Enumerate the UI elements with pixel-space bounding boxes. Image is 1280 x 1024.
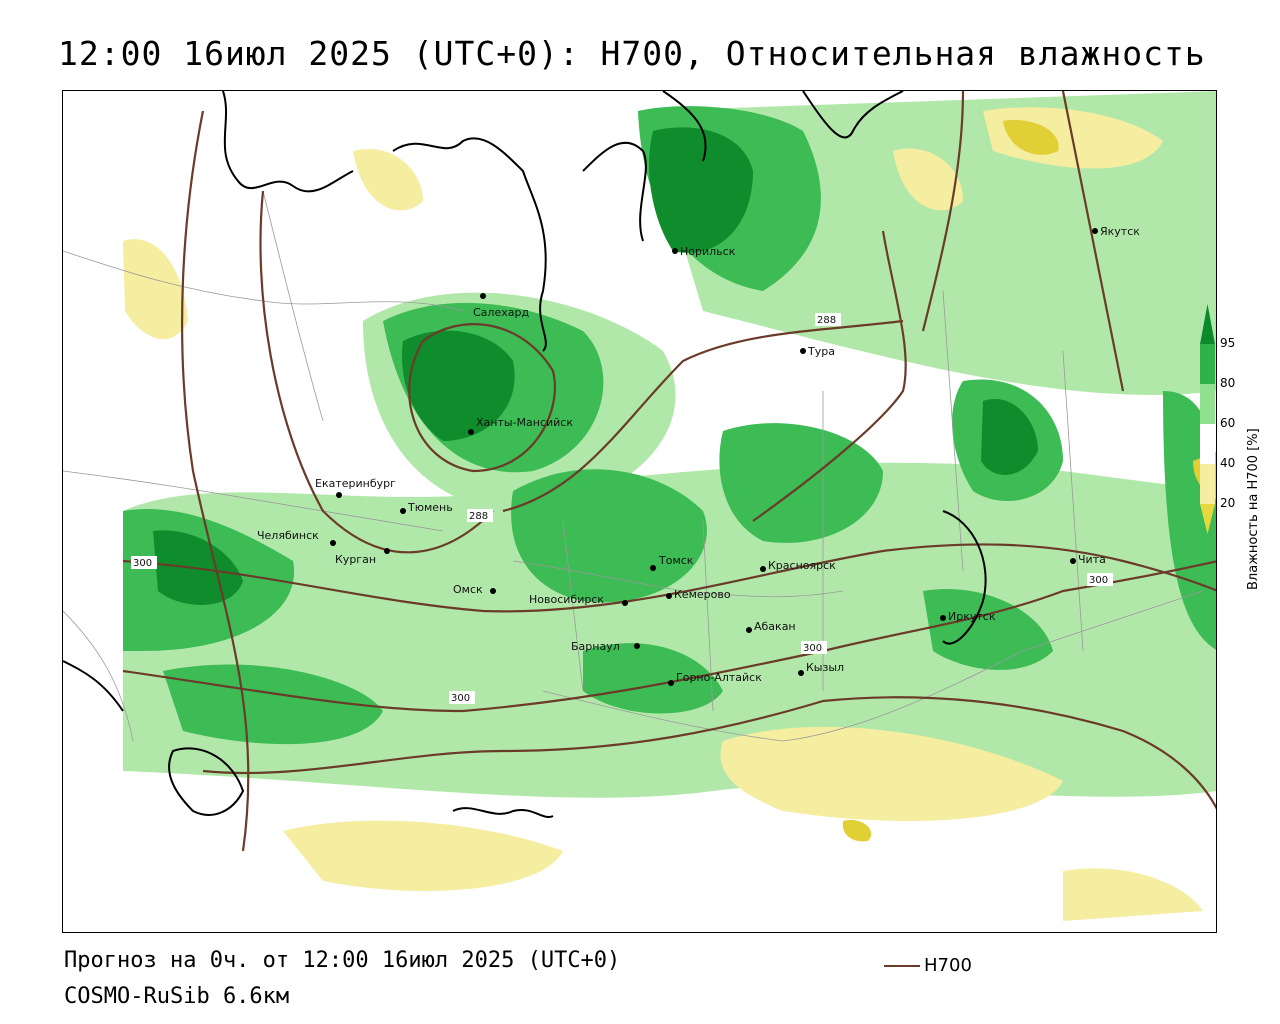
svg-text:Чита: Чита [1078,553,1106,566]
svg-text:Новосибирск: Новосибирск [529,593,604,606]
isoline-label: 300 [449,691,475,704]
humidity-map: Норильск Якутск Салехард Тура Ханты-Манс… [63,91,1216,932]
svg-text:300: 300 [1089,575,1108,586]
svg-text:Омск: Омск [453,583,483,596]
humidity-legend: 95 80 60 40 20 [1198,300,1278,600]
city-omsk: Омск [453,583,496,596]
svg-text:Томск: Томск [658,554,694,567]
coastlines [63,91,987,819]
city-chita: Чита [1070,553,1106,566]
h700-line-swatch [884,965,920,967]
city-novosibirsk: Новосибирск [529,593,628,606]
city-salekhard: Салехард [473,293,529,319]
legend-swatch-40 [1200,424,1215,464]
legend-title: Влажность на H700 [%] [1246,428,1261,590]
svg-text:300: 300 [451,693,470,704]
svg-text:Барнаул: Барнаул [571,640,620,653]
svg-text:Ханты-Мансийск: Ханты-Мансийск [476,416,573,429]
svg-text:Абакан: Абакан [754,620,796,633]
model-caption: COSMO-RuSib 6.6км [64,984,290,1009]
h700-contours [122,91,1216,852]
city-abakan: Абакан [746,620,796,633]
city-irkutsk: Иркутск [940,610,996,623]
svg-text:Тура: Тура [807,345,835,358]
svg-text:Челябинск: Челябинск [257,529,319,542]
legend-swatch-20 [1200,464,1215,504]
svg-text:Горно-Алтайск: Горно-Алтайск [676,671,762,684]
humidity-95-fill [153,127,1038,605]
city-khanty-mansiysk: Ханты-Мансийск [468,416,573,435]
svg-text:Иркутск: Иркутск [948,610,996,623]
map-title: 12:00 16июл 2025 (UTC+0): H700, Относите… [58,34,1206,73]
svg-text:Тюмень: Тюмень [407,501,453,514]
svg-text:Салехард: Салехард [473,306,529,319]
legend-tick: 40 [1220,456,1236,470]
city-yekaterinburg: Екатеринбург [315,477,396,498]
isoline-label: 288 [467,509,493,522]
svg-text:Кемерово: Кемерово [674,588,731,601]
svg-text:Курган: Курган [335,553,376,566]
isoline-labels: 288 288 300 300 300 300 [131,313,1113,704]
h700-line-label: H700 [924,955,972,976]
legend-tick: 20 [1220,496,1236,510]
svg-text:300: 300 [133,558,152,569]
legend-tick: 60 [1220,416,1236,430]
city-markers: Норильск Якутск Салехард Тура Ханты-Манс… [257,225,1140,686]
legend-swatch-80 [1200,344,1215,384]
city-tura: Тура [800,345,835,358]
city-kurgan: Курган [335,548,390,566]
city-krasnoyarsk: Красноярск [760,559,836,572]
isoline-label: 300 [1087,573,1113,586]
svg-text:Красноярск: Красноярск [768,559,836,572]
legend-tick: 80 [1220,376,1236,390]
isoline-label: 288 [815,313,841,326]
city-tyumen: Тюмень [400,501,453,514]
svg-text:288: 288 [469,511,488,522]
map-area[interactable]: Норильск Якутск Салехард Тура Ханты-Манс… [62,90,1217,933]
legend-swatch-60 [1200,384,1215,424]
svg-text:288: 288 [817,315,836,326]
svg-text:300: 300 [803,643,822,654]
isoline-label: 300 [131,556,157,569]
svg-text:Норильск: Норильск [680,245,736,258]
city-gorno-altaysk: Горно-Алтайск [668,671,762,686]
city-norilsk: Норильск [672,245,736,258]
city-kyzyl: Кызыл [798,661,844,676]
city-yakutsk: Якутск [1092,225,1140,238]
city-kemerovo: Кемерово [666,588,731,601]
legend-swatch-low [1200,504,1215,534]
legend-swatch-95 [1200,304,1215,344]
isoline-label: 300 [801,641,827,654]
svg-text:Екатеринбург: Екатеринбург [315,477,396,490]
forecast-caption: Прогноз на 0ч. от 12:00 16июл 2025 (UTC+… [64,948,621,973]
city-tomsk: Томск [650,554,694,571]
svg-text:Кызыл: Кызыл [806,661,844,674]
svg-text:Якутск: Якутск [1100,225,1140,238]
legend-tick: 95 [1220,336,1236,350]
city-chelyabinsk: Челябинск [257,529,336,546]
city-barnaul: Барнаул [571,640,640,653]
